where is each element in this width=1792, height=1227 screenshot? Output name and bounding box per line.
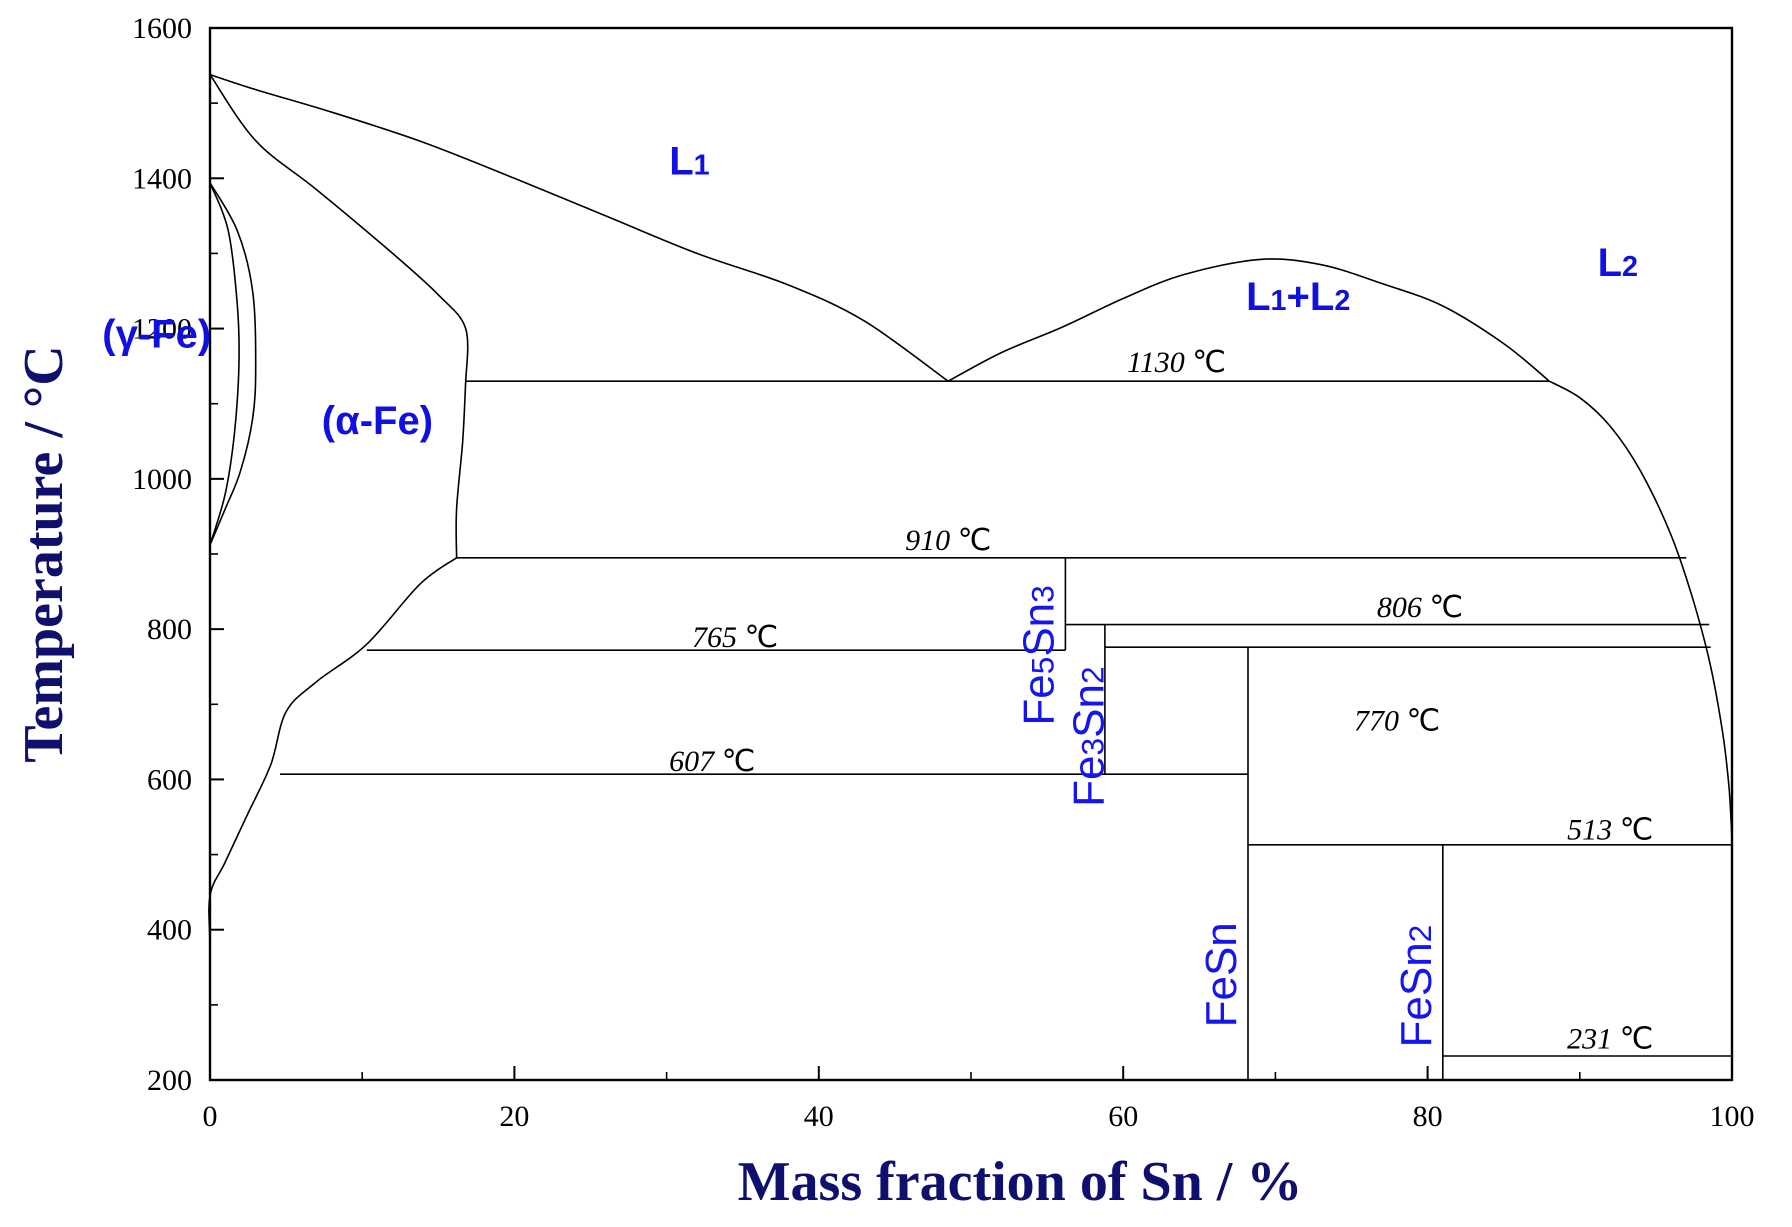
phase-label-gamma-fe: (γ-Fe) [102, 312, 211, 356]
y-tick-label: 1600 [132, 12, 192, 45]
phase-label-L1L2: L1+L2 [1246, 275, 1350, 319]
y-tick-label: 200 [147, 1064, 192, 1097]
temperature-label: 513 ℃ [1567, 814, 1653, 847]
liquidus-right [1549, 380, 1733, 840]
y-tick-label: 1200 [132, 313, 192, 346]
gamma-inner [209, 182, 240, 546]
compound-label-fe5sn3: Fe5Sn3 [1014, 585, 1063, 725]
axis-ticks: 0 20 40 60 80 100 200 400 600 800 1000 1200 1400 1600 [132, 12, 1755, 1133]
compound-label-fesn: FeSn [1197, 922, 1246, 1027]
solidus-alpha [209, 74, 469, 382]
gamma-outer [209, 182, 257, 546]
temperature-label: 910 ℃ [905, 524, 991, 557]
temperature-label: 231 ℃ [1567, 1022, 1653, 1055]
x-tick-label: 0 [203, 1100, 218, 1133]
x-tick-label: 20 [499, 1100, 529, 1133]
x-axis-title: Mass fraction of Sn / % [738, 1151, 1303, 1213]
y-axis-title: Temperature / °C [13, 345, 75, 762]
phase-boundaries [208, 73, 1733, 1080]
y-tick-label: 1000 [132, 463, 192, 496]
y-tick-label: 1400 [132, 162, 192, 195]
miscibility-dome [947, 258, 1550, 382]
x-tick-label: 80 [1413, 1100, 1443, 1133]
x-tick-label: 40 [804, 1100, 834, 1133]
phase-label-L2: L2 [1598, 241, 1638, 285]
x-tick-label: 60 [1108, 1100, 1138, 1133]
temperature-label: 1130 ℃ [1127, 346, 1226, 379]
temperature-label: 765 ℃ [692, 621, 778, 654]
phase-label-alpha-fe: (α-Fe) [322, 399, 433, 443]
x-tick-label: 100 [1710, 1100, 1755, 1133]
y-tick-label: 600 [147, 763, 192, 796]
temperature-label: 806 ℃ [1377, 591, 1463, 624]
liquidus-left [209, 73, 949, 382]
alpha-solvus-upper [455, 381, 467, 558]
alpha-solvus-lower [208, 557, 458, 1069]
y-tick-label: 800 [147, 613, 192, 646]
temperature-label: 607 ℃ [669, 745, 755, 778]
phase-label-L1: L1 [669, 140, 709, 184]
compound-label-fe3sn2: Fe3Sn2 [1065, 666, 1114, 806]
y-tick-label: 400 [147, 914, 192, 947]
compound-label-fesn2: FeSn2 [1392, 925, 1441, 1048]
temperature-label: 770 ℃ [1354, 705, 1440, 738]
